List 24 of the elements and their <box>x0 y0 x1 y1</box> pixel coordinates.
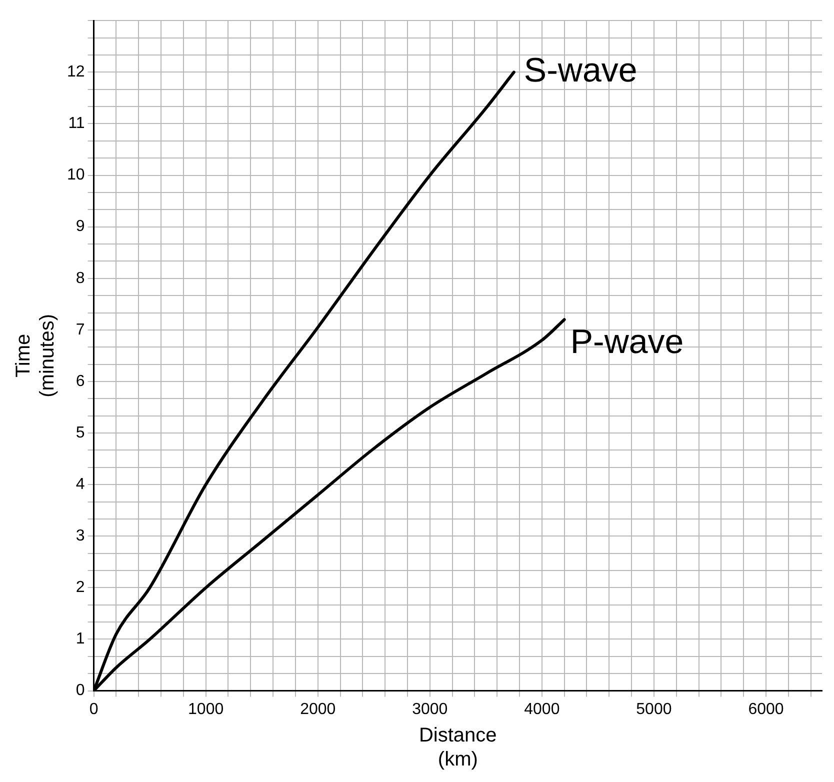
y-axis-title: Time (minutes) <box>12 314 59 398</box>
series-label: S-wave <box>524 52 638 90</box>
y-tick-label: 4 <box>76 476 85 493</box>
y-tick-label: 11 <box>68 115 85 132</box>
y-tick-label: 0 <box>76 682 85 700</box>
x-tick-label: 1000 <box>188 700 224 718</box>
y-tick-label: 3 <box>76 528 85 545</box>
y-tick-label: 7 <box>76 321 85 338</box>
y-tick-label: 10 <box>67 166 85 184</box>
x-tick-label: 3000 <box>412 700 448 718</box>
x-tick-label: 0 <box>89 700 98 718</box>
series-label: P-wave <box>570 322 684 361</box>
y-tick-label: 1 <box>76 630 85 648</box>
y-tick-label: 5 <box>76 424 85 442</box>
y-tick-label: 6 <box>76 372 85 390</box>
x-tick-label: 4000 <box>524 700 560 718</box>
x-tick-label: 5000 <box>636 700 672 718</box>
y-tick-label: 8 <box>76 270 85 287</box>
y-tick-label: 9 <box>76 218 85 236</box>
x-axis-title: Distance (km) <box>418 724 497 771</box>
x-tick-label: 6000 <box>748 700 784 718</box>
y-tick-label: 2 <box>76 579 85 596</box>
y-tick-label: 12 <box>67 64 85 81</box>
x-tick-label: 2000 <box>300 700 336 718</box>
